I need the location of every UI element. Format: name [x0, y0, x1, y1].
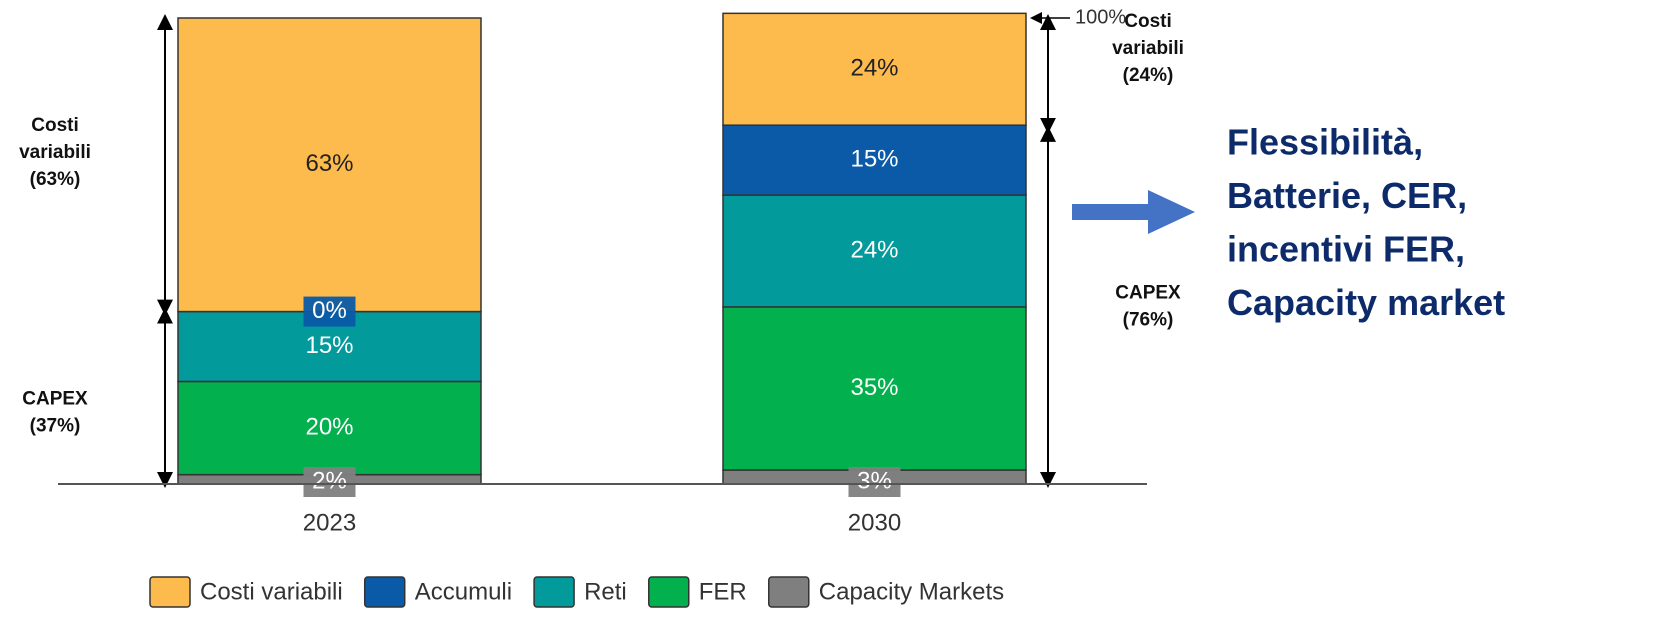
x-tick-label: 2030 — [848, 509, 901, 536]
legend-label: Accumuli — [415, 578, 512, 605]
value-label: 63% — [305, 150, 353, 177]
value-label: 3% — [857, 467, 892, 494]
bracket-label: (37%) — [30, 415, 81, 436]
value-label: 15% — [850, 145, 898, 172]
value-label: 2% — [312, 467, 347, 494]
bar-segment — [177, 17, 482, 313]
bar-segment — [722, 306, 1027, 471]
value-label: 0% — [312, 297, 347, 324]
value-label: 24% — [850, 55, 898, 82]
callout-text: incentivi FER, — [1227, 229, 1465, 270]
bar-segment — [722, 124, 1027, 196]
legend-swatch — [149, 576, 191, 608]
callout-text: Capacity market — [1227, 282, 1505, 323]
legend-swatch — [533, 576, 575, 608]
value-label-bg — [848, 467, 901, 497]
legend-swatch — [768, 576, 810, 608]
bracket-label: variabili — [1112, 38, 1184, 59]
bar-segment — [722, 12, 1027, 126]
value-label-bg — [303, 467, 356, 497]
legend-label: Reti — [584, 578, 627, 605]
callout-arrow-head — [1148, 190, 1195, 234]
bracket-label: (63%) — [30, 169, 81, 190]
bracket-label: (76%) — [1123, 309, 1174, 330]
legend-label: FER — [699, 578, 747, 605]
x-tick-label: 2023 — [303, 509, 356, 536]
legend-label: Capacity Markets — [819, 578, 1004, 605]
callout-text: Flessibilità, — [1227, 122, 1423, 163]
value-label: 35% — [850, 374, 898, 401]
bar-segment — [177, 380, 482, 476]
bracket-label: variabili — [19, 142, 91, 163]
value-label: 15% — [305, 332, 353, 359]
legend-swatch — [648, 576, 690, 608]
callout-text: Batterie, CER, — [1227, 175, 1467, 216]
legend-swatch — [363, 576, 406, 608]
bracket-label: CAPEX — [22, 388, 88, 409]
bracket-label: Costi — [31, 115, 79, 136]
value-label: 20% — [305, 413, 353, 440]
value-label: 24% — [850, 236, 898, 263]
bar-segment — [722, 194, 1027, 308]
bracket-label: CAPEX — [1115, 282, 1181, 303]
top-marker-label: 100% — [1075, 6, 1126, 28]
bracket-label: (24%) — [1123, 65, 1174, 86]
bracket-label: Costi — [1124, 11, 1172, 32]
legend-label: Costi variabili — [200, 578, 343, 605]
value-label-bg — [303, 296, 356, 327]
